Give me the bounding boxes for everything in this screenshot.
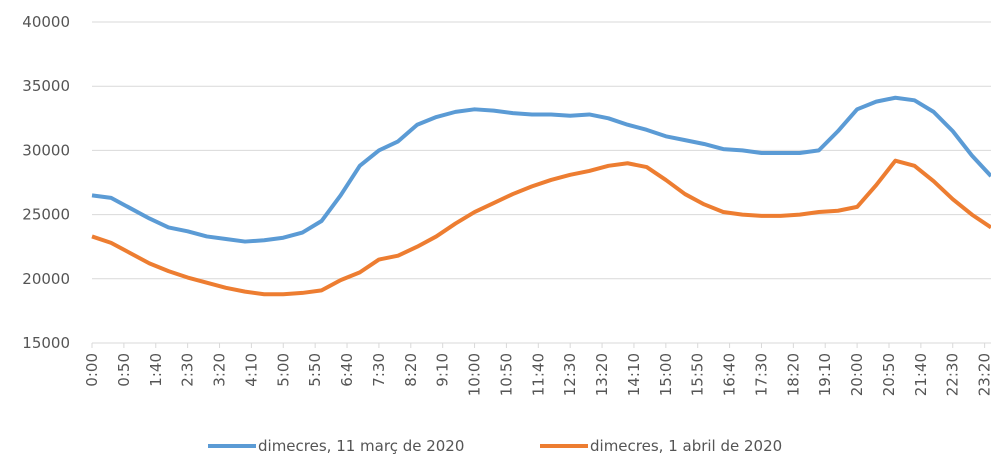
x-tick-label: 21:40 — [912, 353, 930, 396]
x-tick-label: 18:20 — [784, 353, 802, 396]
series-line — [91, 158, 991, 297]
x-tick-label: 15:00 — [657, 353, 675, 396]
y-tick-label: 30000 — [22, 141, 70, 159]
x-tick-label: 17:30 — [752, 353, 770, 396]
y-tick-label: 40000 — [22, 13, 70, 31]
x-tick-label: 23:20 — [976, 353, 991, 396]
x-tick-label: 20:00 — [848, 353, 866, 396]
x-tick-label: 0:00 — [83, 353, 101, 387]
x-tick-label: 12:30 — [561, 353, 579, 396]
x-tick-label: 8:20 — [402, 353, 420, 387]
x-tick-label: 10:00 — [466, 353, 484, 396]
x-tick-label: 14:10 — [625, 353, 643, 396]
x-tick-label: 5:50 — [306, 353, 324, 387]
x-tick-label: 9:10 — [434, 353, 452, 387]
x-tick-label: 15:50 — [689, 353, 707, 396]
x-tick-label: 6:40 — [338, 353, 356, 387]
y-tick-label: 35000 — [22, 77, 70, 95]
x-tick-label: 16:40 — [721, 353, 739, 396]
x-tick-label: 22:30 — [944, 353, 962, 396]
x-tick-label: 1:40 — [147, 353, 165, 387]
x-tick-label: 7:30 — [370, 353, 388, 387]
x-tick-label: 4:10 — [242, 353, 260, 387]
x-tick-label: 2:30 — [179, 353, 197, 387]
x-tick-label: 20:50 — [880, 353, 898, 396]
x-tick-label: 10:50 — [497, 353, 515, 396]
legend-label: dimecres, 11 març de 2020 — [258, 437, 464, 455]
x-tick-label: 11:40 — [529, 353, 547, 396]
x-tick-label: 3:20 — [211, 353, 229, 387]
y-tick-label: 20000 — [22, 270, 70, 288]
x-tick-label: 13:20 — [593, 353, 611, 396]
y-tick-label: 15000 — [22, 334, 70, 352]
legend-label: dimecres, 1 abril de 2020 — [590, 437, 782, 455]
series-line — [91, 95, 991, 244]
x-tick-label: 19:10 — [816, 353, 834, 396]
x-tick-label: 0:50 — [115, 353, 133, 387]
x-tick-label: 5:00 — [274, 353, 292, 387]
y-tick-label: 25000 — [22, 206, 70, 224]
